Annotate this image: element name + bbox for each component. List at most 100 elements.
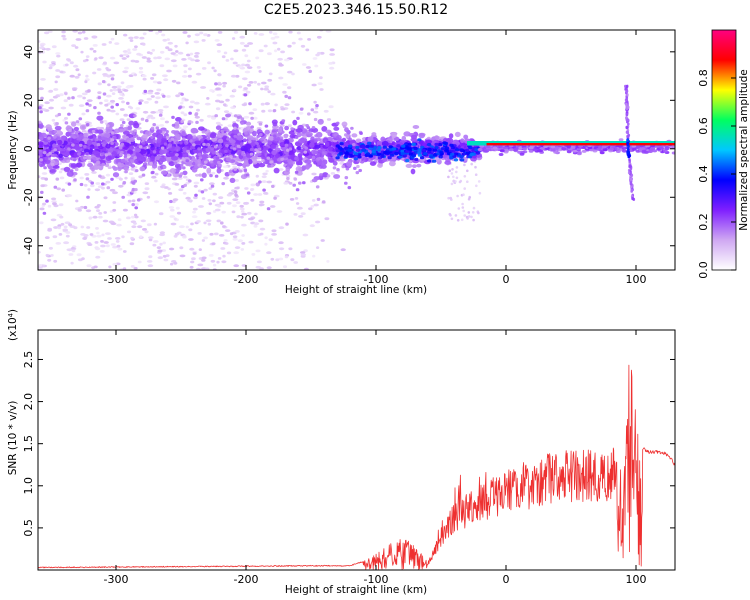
spectrogram-tail-cell <box>589 148 594 152</box>
spectrogram-noise-cell <box>197 263 204 267</box>
spectrogram-noise-cell <box>283 58 290 62</box>
spectrogram-noise-cell <box>190 222 194 226</box>
spectrogram-noise-cell <box>477 180 481 183</box>
spectrogram-band-cell <box>207 154 211 158</box>
spectrogram-noise-cell <box>55 69 61 72</box>
spectrogram-noise-cell <box>55 242 62 245</box>
spectrogram-band-cell <box>268 135 275 141</box>
spectrogram-band-cell <box>233 167 237 171</box>
spectrogram-band-cell <box>207 145 212 149</box>
spectrogram-noise-cell <box>147 114 154 118</box>
spectrogram-noise-cell <box>231 37 236 40</box>
spectrogram-band-cell <box>345 135 350 139</box>
spectrogram-noise-cell <box>72 64 79 68</box>
spectrogram-noise-cell <box>470 215 473 219</box>
spectrogram-band-cell <box>218 144 222 148</box>
spectrogram-band-cell <box>183 139 189 146</box>
spectrogram-noise-cell <box>466 169 469 173</box>
spectrogram-noise-cell <box>137 225 143 229</box>
spectrogram-noise-cell <box>155 31 159 35</box>
spectrogram-band-cell <box>166 173 171 178</box>
spectrogram-noise-cell <box>97 82 102 86</box>
spectrogram-mid-cell <box>437 143 443 147</box>
spectrogram-ytick-label: 0 <box>22 145 35 152</box>
spectrogram-noise-cell <box>167 41 174 45</box>
spectrogram-noise-cell <box>290 258 295 262</box>
spectrogram-band-cell <box>332 166 337 170</box>
spectrogram-noise-cell <box>157 109 164 112</box>
spectrogram-band-cell <box>58 147 62 151</box>
spectrogram-band-cell <box>152 123 156 127</box>
spectrogram-noise-cell <box>39 46 45 50</box>
spectrogram-noise-cell <box>211 171 216 175</box>
spectrogram-noise-cell <box>260 81 267 85</box>
spectrogram-band-cell <box>233 114 238 118</box>
spectrogram-noise-cell <box>251 253 256 256</box>
spectrogram-noise-cell <box>177 51 184 55</box>
spectrogram-mid-cell <box>449 143 454 147</box>
spectrogram-noise-cell <box>119 108 125 111</box>
spectrogram-band-cell <box>371 132 377 136</box>
spectrogram-noise-cell <box>103 241 109 244</box>
spectrogram-noise-cell <box>201 256 207 260</box>
spectrogram-mid-cell <box>355 145 360 150</box>
spectrogram-band-cell <box>333 126 340 131</box>
spectrogram-noise-cell <box>463 187 467 190</box>
spectrogram-noise-cell <box>185 196 191 200</box>
spectrogram-noise-cell <box>187 67 192 71</box>
spectrogram-noise-cell <box>232 198 239 202</box>
spectrogram-noise-cell <box>260 102 265 106</box>
spectrogram-band-cell <box>170 137 175 141</box>
spectrogram-mid-cell <box>377 146 382 150</box>
spectrogram-band-cell <box>348 137 352 141</box>
spectrogram-noise-cell <box>193 181 200 185</box>
colorbar-label: Normalized spectral amplitude <box>738 69 750 230</box>
spectrogram-noise-cell <box>182 191 187 195</box>
spectrogram-noise-cell <box>135 107 141 110</box>
spectrogram-noise-cell <box>168 247 175 251</box>
spectrogram-noise-cell <box>298 111 304 115</box>
spectrogram-noise-cell <box>158 212 164 216</box>
spectrogram-noise-cell <box>105 180 111 184</box>
spectrogram-band-cell <box>151 163 158 169</box>
spectrogram-noise-cell <box>109 188 116 192</box>
spectrogram-band-cell <box>93 106 97 110</box>
spectrogram-noise-cell <box>264 85 270 89</box>
spectrogram-noise-cell <box>71 249 76 253</box>
spectrogram-noise-cell <box>53 259 58 263</box>
spectrogram-band-cell <box>198 173 202 177</box>
spectrogram-band-cell <box>121 195 125 199</box>
spectrogram-noise-cell <box>255 249 261 253</box>
spectrogram-noise-cell <box>216 219 221 223</box>
spectrogram-band-cell <box>244 143 252 150</box>
spectrogram-band-cell <box>346 161 353 167</box>
spectrogram-band-cell <box>53 135 57 139</box>
spectrogram-noise-cell <box>298 215 304 218</box>
snr-ytick-label: 1.0 <box>22 477 35 495</box>
spectrogram-tail-cell <box>477 148 483 151</box>
spectrogram-noise-cell <box>159 233 165 237</box>
spectrogram-noise-cell <box>43 31 50 35</box>
spectrogram-band-cell <box>168 161 176 167</box>
spectrogram-band-cell <box>294 135 299 139</box>
spectrogram-noise-cell <box>94 241 99 244</box>
spectrogram-noise-cell <box>296 31 301 35</box>
spectrogram-noise-cell <box>259 232 264 236</box>
spectrogram-mid-cell <box>385 151 391 155</box>
spectrogram-noise-cell <box>189 265 194 269</box>
spectrogram-band-cell <box>280 157 284 161</box>
spectrogram-band-cell <box>155 126 160 130</box>
spectrogram-band-cell <box>214 82 218 86</box>
spectrogram-band-cell <box>83 144 87 149</box>
spectrogram-band-cell <box>61 188 65 192</box>
spectrogram-tail-cell <box>572 149 578 153</box>
spectrogram-noise-cell <box>225 59 230 62</box>
spectrogram-band-cell <box>224 149 228 153</box>
spectrogram-noise-cell <box>74 46 79 49</box>
spectrogram-noise-cell <box>57 224 62 228</box>
spectrogram-noise-cell <box>223 176 229 180</box>
spectrogram-band-cell <box>70 121 77 127</box>
spectrogram-band-cell <box>78 133 84 140</box>
spectrogram-noise-cell <box>163 78 169 82</box>
spectrogram-mid-cell <box>338 151 343 155</box>
